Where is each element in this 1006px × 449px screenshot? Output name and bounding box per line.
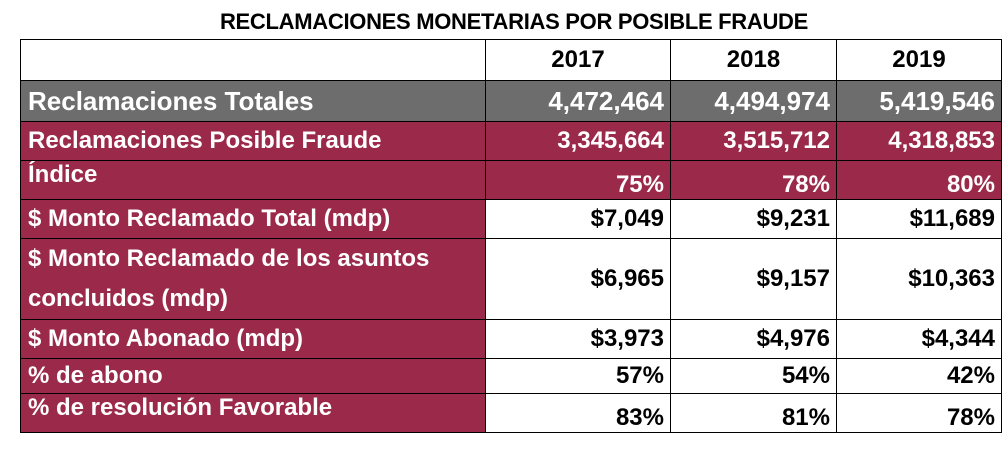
row-label: $ Monto Abonado (mdp) — [20, 319, 486, 359]
table-row: % de abono 57% 54% 42% — [20, 358, 1002, 394]
cell-2018: $9,157 — [670, 238, 837, 320]
cell-2019: 80% — [836, 160, 1002, 200]
header-row: 2017 2018 2019 — [20, 39, 1002, 81]
table-title: RECLAMACIONES MONETARIAS POR POSIBLE FRA… — [219, 9, 809, 34]
row-label: % de abono — [20, 358, 486, 394]
table-row: $ Monto Reclamado Total (mdp) $7,049 $9,… — [20, 199, 1002, 239]
cell-2018: 3,515,712 — [670, 121, 837, 161]
cell-2018: 81% — [670, 393, 837, 433]
table-row: Índice 75% 78% 80% — [20, 160, 1002, 200]
row-label: % de resolución Favorable — [20, 393, 486, 433]
cell-2017: 3,345,664 — [485, 121, 671, 161]
cell-2018: 4,494,974 — [670, 80, 837, 122]
cell-2018: $9,231 — [670, 199, 837, 239]
fraud-claims-table: 2017 2018 2019 Reclamaciones Totales 4,4… — [20, 39, 1002, 433]
header-empty — [20, 39, 486, 81]
table-row: % de resolución Favorable 83% 81% 78% — [20, 393, 1002, 433]
row-label: $ Monto Reclamado Total (mdp) — [20, 199, 486, 239]
cell-2017: 83% — [485, 393, 671, 433]
cell-2018: 78% — [670, 160, 837, 200]
cell-2018: $4,976 — [670, 319, 837, 359]
cell-2019: 42% — [836, 358, 1002, 394]
header-2018: 2018 — [670, 39, 837, 81]
cell-2017: 4,472,464 — [485, 80, 671, 122]
header-2019: 2019 — [836, 39, 1002, 81]
table-row: $ Monto Reclamado de los asuntos conclui… — [20, 238, 1002, 320]
table-row: Reclamaciones Totales 4,472,464 4,494,97… — [20, 80, 1002, 122]
header-2017: 2017 — [485, 39, 671, 81]
cell-2019: $4,344 — [836, 319, 1002, 359]
row-label: Reclamaciones Totales — [20, 80, 486, 122]
table-row: $ Monto Abonado (mdp) $3,973 $4,976 $4,3… — [20, 319, 1002, 359]
cell-2017: $7,049 — [485, 199, 671, 239]
row-label: $ Monto Reclamado de los asuntos conclui… — [20, 238, 486, 320]
cell-2019: $11,689 — [836, 199, 1002, 239]
row-label: Índice — [20, 160, 486, 200]
cell-2017: 75% — [485, 160, 671, 200]
cell-2019: $10,363 — [836, 238, 1002, 320]
table-row: Reclamaciones Posible Fraude 3,345,664 3… — [20, 121, 1002, 161]
row-label: Reclamaciones Posible Fraude — [20, 121, 486, 161]
cell-2019: 5,419,546 — [836, 80, 1002, 122]
cell-2017: $6,965 — [485, 238, 671, 320]
cell-2018: 54% — [670, 358, 837, 394]
cell-2019: 78% — [836, 393, 1002, 433]
cell-2017: 57% — [485, 358, 671, 394]
cell-2017: $3,973 — [485, 319, 671, 359]
cell-2019: 4,318,853 — [836, 121, 1002, 161]
